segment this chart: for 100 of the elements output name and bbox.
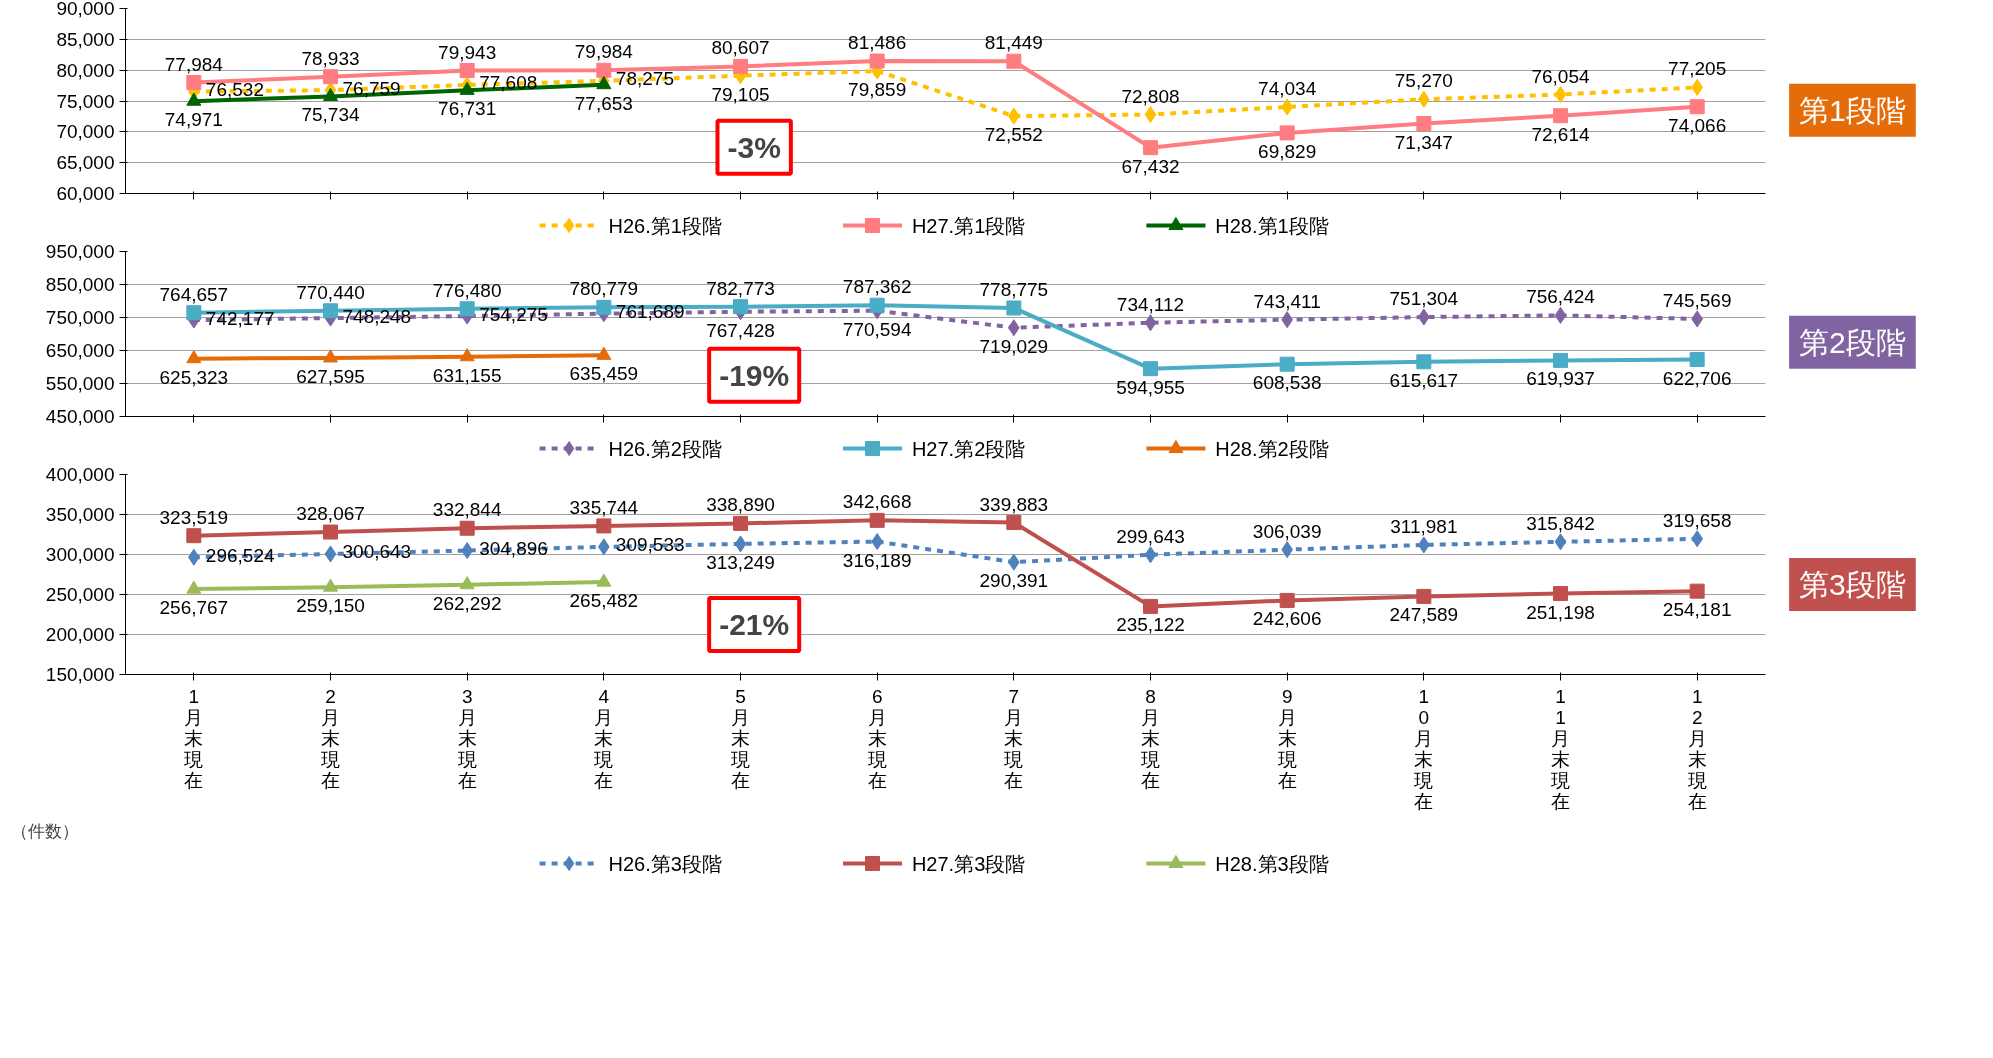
point bbox=[1553, 352, 1568, 368]
point bbox=[1279, 356, 1295, 372]
point bbox=[869, 512, 885, 528]
point bbox=[1416, 354, 1432, 370]
point bbox=[1144, 314, 1157, 332]
point bbox=[1416, 588, 1432, 604]
point bbox=[1416, 116, 1432, 132]
data-label: 778,775 bbox=[979, 279, 1049, 300]
point bbox=[1006, 515, 1022, 531]
point bbox=[1554, 86, 1567, 103]
data-label: 323,519 bbox=[159, 506, 229, 528]
point bbox=[186, 350, 202, 364]
data-label: 608,538 bbox=[1252, 372, 1322, 394]
data-label: 75,270 bbox=[1394, 70, 1453, 92]
data-label: 75,734 bbox=[301, 104, 360, 126]
data-label: 74,034 bbox=[1258, 77, 1317, 99]
data-label: 76,532 bbox=[205, 79, 264, 101]
legend-label: H26.第2段階 bbox=[608, 437, 722, 460]
data-label: 77,205 bbox=[1668, 58, 1727, 80]
point bbox=[323, 578, 338, 592]
point bbox=[323, 349, 338, 363]
point bbox=[186, 305, 202, 321]
y-tick-label: 75,000 bbox=[56, 90, 115, 112]
data-label: 81,449 bbox=[984, 32, 1043, 54]
x-tick-label: 11月末現在 bbox=[1551, 685, 1570, 812]
data-label: 72,614 bbox=[1531, 123, 1590, 145]
point bbox=[186, 528, 202, 544]
data-label: 339,883 bbox=[979, 493, 1049, 515]
data-label: 764,657 bbox=[159, 283, 229, 305]
y-tick-label: 150,000 bbox=[45, 664, 115, 685]
point bbox=[1279, 125, 1295, 141]
data-label: 780,779 bbox=[569, 278, 639, 300]
data-label: 748,248 bbox=[342, 305, 412, 327]
data-label: 770,594 bbox=[842, 318, 912, 340]
point bbox=[869, 53, 885, 69]
data-label: 742,177 bbox=[205, 307, 275, 329]
data-label: 300,643 bbox=[342, 541, 412, 563]
point bbox=[459, 520, 475, 536]
text: 第3段階 bbox=[1799, 568, 1906, 601]
data-label: 615,617 bbox=[1389, 369, 1459, 391]
data-label: 254,181 bbox=[1662, 599, 1732, 621]
data-label: 78,275 bbox=[615, 68, 674, 90]
data-label: 299,643 bbox=[1116, 525, 1185, 547]
point bbox=[459, 576, 475, 590]
data-label: 767,428 bbox=[706, 319, 775, 341]
x-tick-label: 2月末現在 bbox=[321, 685, 340, 791]
data-label: 316,189 bbox=[842, 549, 912, 571]
legend-label: H28.第3段階 bbox=[1215, 852, 1329, 875]
point bbox=[459, 348, 475, 362]
data-label: 622,706 bbox=[1662, 367, 1732, 389]
data-label: 235,122 bbox=[1116, 614, 1185, 636]
point bbox=[1689, 583, 1705, 599]
data-label: 78,933 bbox=[301, 47, 360, 69]
data-label: 304,896 bbox=[479, 538, 548, 560]
y-tick-label: 750,000 bbox=[45, 307, 115, 328]
text: 第1段階 bbox=[1799, 93, 1906, 127]
data-label: 74,971 bbox=[164, 109, 223, 131]
data-label: 719,029 bbox=[979, 335, 1049, 357]
data-label: 782,773 bbox=[706, 277, 775, 299]
data-label: 342,668 bbox=[842, 491, 912, 513]
y-tick-label: 200,000 bbox=[45, 624, 115, 645]
data-label: 77,653 bbox=[574, 92, 633, 114]
data-label: 81,486 bbox=[848, 32, 907, 53]
data-label: 262,292 bbox=[432, 592, 502, 614]
data-label: 328,067 bbox=[296, 503, 365, 525]
legend-label: H26.第1段階 bbox=[608, 214, 722, 237]
point bbox=[1553, 586, 1568, 602]
data-label: 332,844 bbox=[432, 499, 502, 521]
point bbox=[596, 518, 612, 534]
data-label: 315,842 bbox=[1526, 512, 1595, 534]
point bbox=[869, 297, 885, 313]
point bbox=[323, 524, 338, 540]
data-label: 631,155 bbox=[432, 364, 502, 386]
data-label: 734,112 bbox=[1116, 293, 1185, 315]
data-label: 265,482 bbox=[569, 590, 639, 612]
point bbox=[1279, 592, 1295, 608]
data-label: 251,198 bbox=[1526, 601, 1595, 623]
point bbox=[1689, 352, 1705, 368]
point bbox=[1144, 106, 1157, 124]
y-tick-label: 85,000 bbox=[56, 28, 115, 50]
x-tick-label: 3月末現在 bbox=[457, 685, 477, 791]
data-label: 619,937 bbox=[1526, 368, 1595, 390]
point bbox=[596, 299, 612, 315]
data-label: 242,606 bbox=[1252, 608, 1322, 630]
y-tick-label: 250,000 bbox=[45, 584, 115, 605]
y-tick-label: 400,000 bbox=[45, 464, 115, 485]
y-tick-label: 950,000 bbox=[45, 241, 115, 262]
data-label: 625,323 bbox=[159, 366, 229, 388]
legend-label: H27.第1段階 bbox=[911, 214, 1026, 237]
point bbox=[324, 545, 337, 563]
point bbox=[1006, 300, 1022, 316]
data-label: 67,432 bbox=[1121, 155, 1180, 177]
data-label: 79,105 bbox=[711, 83, 770, 105]
y-tick-label: 60,000 bbox=[56, 183, 115, 204]
data-label: 72,808 bbox=[1121, 85, 1180, 107]
point bbox=[733, 58, 748, 74]
y-tick-label: 300,000 bbox=[45, 544, 115, 565]
data-label: 76,731 bbox=[438, 98, 497, 120]
y-tick-label: 70,000 bbox=[56, 121, 115, 143]
point bbox=[459, 63, 475, 79]
